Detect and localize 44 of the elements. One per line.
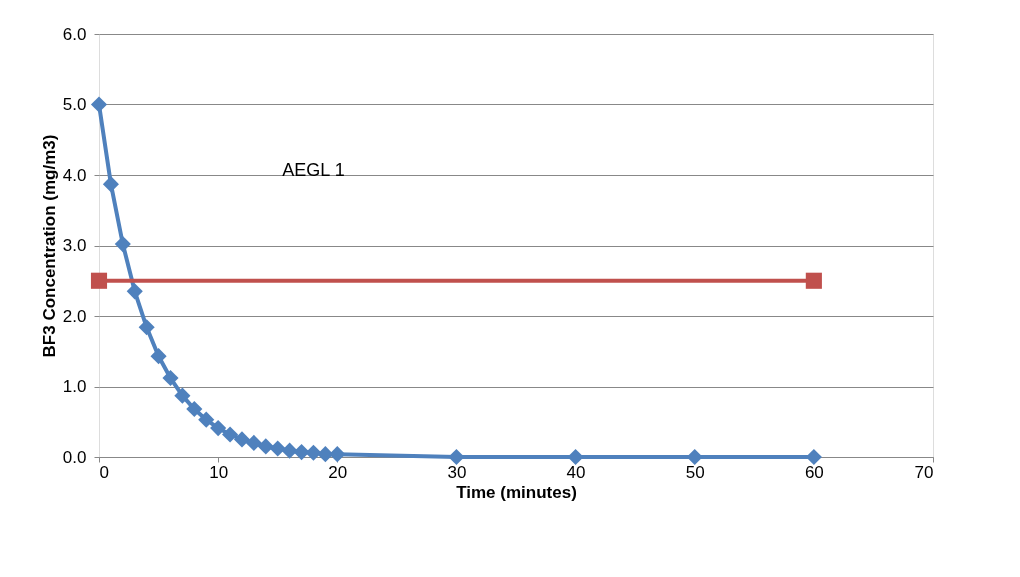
y-axis-title: BF3 Concentration (mg/m3) <box>39 134 59 358</box>
y-tick-label: 6.0 <box>62 24 87 44</box>
x-tick-label: 40 <box>566 462 586 482</box>
point <box>686 448 703 466</box>
point <box>90 96 108 113</box>
point <box>233 431 251 448</box>
point <box>174 387 191 404</box>
point <box>114 236 131 253</box>
point <box>210 420 227 437</box>
point <box>281 442 298 459</box>
x-tick-label: 20 <box>328 462 348 482</box>
y-tick-label: 5.0 <box>62 95 87 114</box>
x-tick-label: 10 <box>209 462 229 482</box>
point <box>222 426 239 443</box>
point <box>150 348 167 365</box>
y-tick-label: 2.0 <box>62 306 87 326</box>
point <box>198 411 215 428</box>
x-tick-label: 30 <box>447 462 467 482</box>
point <box>293 444 310 461</box>
point <box>245 434 262 451</box>
x-tick-label: 50 <box>685 462 705 482</box>
point <box>805 272 822 289</box>
point <box>90 272 108 289</box>
point <box>329 446 346 463</box>
x-tick-label: 60 <box>804 462 824 482</box>
x-axis-title: Time (minutes) <box>456 482 577 502</box>
y-tick-label: 3.0 <box>62 236 87 255</box>
point <box>305 444 322 461</box>
point <box>102 176 119 193</box>
point <box>138 319 155 336</box>
x-tick-label: 70 <box>914 462 934 482</box>
point <box>162 369 179 387</box>
point <box>567 448 584 466</box>
text: AEGL 1 <box>282 159 345 180</box>
point <box>257 438 274 455</box>
y-tick-label: 0.0 <box>62 447 87 467</box>
y-tick-label: 1.0 <box>62 377 87 396</box>
point <box>186 401 203 418</box>
point <box>269 440 286 457</box>
y-tick-label: 4.0 <box>62 165 87 185</box>
point <box>448 448 465 466</box>
point <box>126 283 143 300</box>
x-tick-label: 0 <box>99 462 109 482</box>
point <box>317 446 334 463</box>
